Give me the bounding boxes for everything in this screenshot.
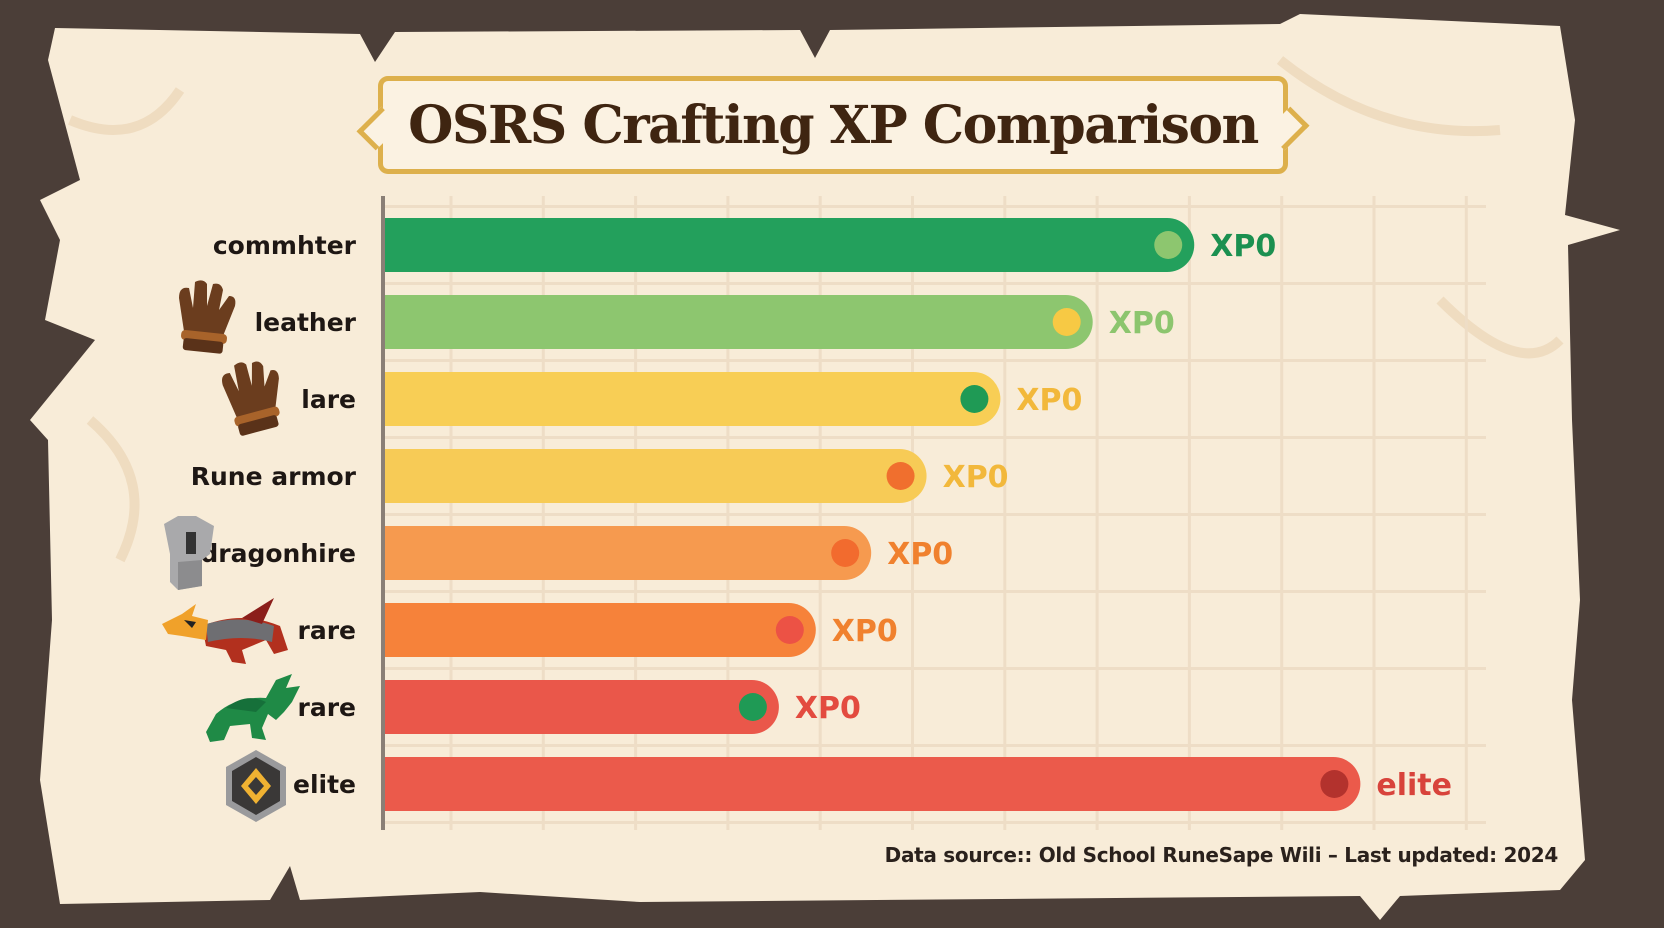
category-label: rare — [298, 693, 356, 722]
category-label: rare — [298, 616, 356, 645]
bar-base — [382, 603, 436, 657]
category-label: dragonhire — [200, 539, 356, 568]
data-label: XP0 — [1109, 306, 1175, 341]
bar-row: elite elite — [293, 757, 1452, 811]
data-label: XP0 — [943, 460, 1009, 495]
category-label: Rune armor — [191, 462, 357, 491]
bar-base — [382, 680, 436, 734]
red-dragon-icon — [162, 598, 288, 664]
data-label: XP0 — [832, 614, 898, 649]
bar-base — [382, 526, 436, 580]
data-label: XP0 — [1210, 229, 1276, 264]
helmet-icon — [164, 516, 214, 590]
category-label: elite — [293, 770, 356, 799]
green-dragon-icon — [206, 674, 300, 742]
bar — [382, 680, 779, 734]
bar-end-dot — [1320, 770, 1349, 798]
bar-row: XP0 commhter — [213, 218, 1276, 272]
bar-end-dot — [886, 462, 915, 490]
bar-end-dot — [738, 693, 767, 721]
bar-base — [382, 218, 436, 272]
bar-end-dot — [1154, 231, 1183, 259]
bar-row: XP0 rare — [298, 603, 898, 657]
data-label: elite — [1376, 768, 1452, 803]
category-label: lare — [301, 385, 356, 414]
chart-title: OSRS Crafting XP Comparison — [408, 94, 1259, 156]
category-icons — [162, 280, 300, 822]
bars: XP0 commhter XP0 leather XP0 lare XP0 Rune armo… — [191, 218, 1452, 811]
bar-base — [382, 295, 436, 349]
bar — [382, 526, 872, 580]
bar-row: XP0 Rune armor — [191, 449, 1009, 503]
bar — [382, 449, 927, 503]
data-source-footer: Data source:: Old School RuneSape Wili –… — [884, 843, 1559, 867]
category-label: commhter — [213, 231, 357, 260]
bar — [382, 372, 1001, 426]
data-label: XP0 — [1016, 383, 1082, 418]
bar — [382, 295, 1093, 349]
bar-base — [382, 757, 436, 811]
glove-icon — [179, 280, 236, 354]
bar — [382, 218, 1195, 272]
bar-base — [382, 449, 436, 503]
title-banner: OSRS Crafting XP Comparison — [378, 76, 1288, 174]
bar-end-dot — [960, 385, 989, 413]
data-label: XP0 — [795, 691, 861, 726]
grid — [384, 196, 1486, 830]
bar-row: XP0 lare — [301, 372, 1082, 426]
bar-end-dot — [775, 616, 804, 644]
category-label: leather — [255, 308, 357, 337]
bar — [382, 757, 1361, 811]
bar-row: XP0 leather — [255, 295, 1175, 349]
bar — [382, 603, 816, 657]
bar-row: XP0 rare — [298, 680, 861, 734]
bar-base — [382, 372, 436, 426]
data-label: XP0 — [887, 537, 953, 572]
bar-row: XP0 dragonhire — [200, 526, 953, 580]
glove-icon — [222, 361, 280, 436]
bar-end-dot — [1052, 308, 1081, 336]
elite-hexagon-icon — [226, 750, 286, 822]
bar-end-dot — [831, 539, 860, 567]
